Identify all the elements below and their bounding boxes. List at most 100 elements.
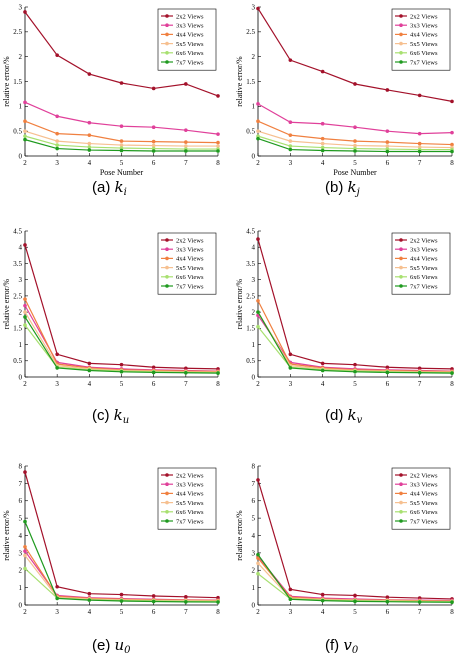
legend-box [391,8,451,71]
data-point [119,370,124,374]
data-point [151,86,156,91]
data-point [256,102,260,106]
legend-box [157,8,217,71]
data-point [119,124,124,128]
legend-entry: 5x5 Views [176,41,204,48]
legend-entry: 2x2 Views [410,472,438,479]
y-tick-label: 0.5 [246,357,255,365]
legend-entry: 7x7 Views [410,283,438,290]
data-point [23,129,27,133]
data-point [353,599,357,604]
caption-symbol: k [115,178,124,196]
x-tick-label: 5 [120,159,124,167]
x-tick-label: 6 [386,159,390,167]
x-tick-label: 7 [418,159,422,167]
data-point [256,478,260,482]
data-point [216,144,220,148]
data-point [417,145,422,149]
legend-entry: 4x4 Views [176,491,204,498]
data-point [55,114,59,119]
data-point [23,10,27,14]
chart-panel: 0 0.5 1 1.5 2 2.5 3 3.5 4 4.5 2 3 4 5 6 7 8 relative erro… [235,227,454,426]
panel-caption: (b) kj [325,178,360,198]
data-point [417,600,422,604]
x-tick-label: 3 [55,380,59,388]
legend-marker [165,238,169,242]
data-point [288,352,293,357]
data-point [417,93,422,98]
series-line [24,521,219,603]
legend-entry: 7x7 Views [410,518,438,525]
legend: 2x2 Views 3x3 Views 4x4 Views 5x5 Views 6x6 … [157,232,217,295]
data-point [184,600,188,604]
data-point [87,141,92,146]
legend-entry: 4x4 Views [176,256,204,263]
legend-box [157,232,217,295]
y-tick-label: 3 [252,3,256,11]
caption-subscript: i [124,187,127,198]
data-point [256,134,260,138]
y-tick-label: 2 [19,309,23,317]
data-point [216,140,220,145]
data-point [216,600,220,604]
x-tick-label: 2 [256,380,260,388]
data-point [119,148,124,153]
y-tick-label: 0 [252,152,256,160]
x-tick-label: 7 [184,159,188,167]
data-point [23,134,27,138]
x-tick-label: 4 [88,608,92,616]
legend-entry: 6x6 Views [176,274,204,281]
data-point [119,143,124,147]
y-axis-title: relative error/% [2,56,11,107]
data-point [151,599,156,604]
data-point [87,368,92,373]
data-point [385,129,390,133]
y-axis-title: relative error/% [235,510,244,561]
x-tick-label: 3 [289,608,293,616]
data-point [55,146,59,151]
data-point [385,149,390,154]
legend: 2x2 Views 3x3 Views 4x4 Views 5x5 Views 6x6 … [157,8,217,71]
legend-marker [399,519,403,523]
legend-marker [165,256,169,261]
legend-marker [399,473,403,477]
data-point [151,594,156,598]
legend-entry: 5x5 Views [410,500,438,507]
legend-marker [399,23,403,28]
legend-marker [165,265,169,270]
legend-marker [399,510,403,514]
caption-subscript: j [355,187,360,198]
data-point [450,142,454,147]
data-point [450,130,454,135]
y-tick-label: 2 [252,53,256,61]
legend-entry: 5x5 Views [176,500,204,507]
x-tick-label: 7 [418,608,422,616]
legend-entry: 6x6 Views [410,50,438,57]
data-point [55,143,59,147]
data-point [385,599,390,604]
legend-entry: 5x5 Views [410,41,438,48]
x-tick-label: 5 [120,380,124,388]
data-point [450,371,454,375]
x-tick-label: 3 [289,159,293,167]
x-tick-label: 5 [353,608,357,616]
caption-label: (c) [92,407,114,424]
data-point [23,297,27,301]
caption-symbol: v [343,636,352,654]
x-tick-label: 8 [216,380,220,388]
y-tick-label: 3 [19,549,23,557]
y-tick-label: 6 [252,497,256,505]
data-point [87,148,92,152]
data-point [256,324,260,329]
panel-caption: (f) v0 [325,636,359,656]
data-point [320,148,325,153]
x-tick-label: 4 [88,380,92,388]
y-tick-label: 2.5 [246,28,255,36]
y-tick-label: 2.5 [13,28,22,36]
y-tick-label: 0 [252,601,256,609]
data-point [184,149,188,153]
data-point [87,133,92,137]
legend-marker [399,32,403,37]
data-point [23,315,27,319]
caption-subscript: 0 [352,645,359,656]
